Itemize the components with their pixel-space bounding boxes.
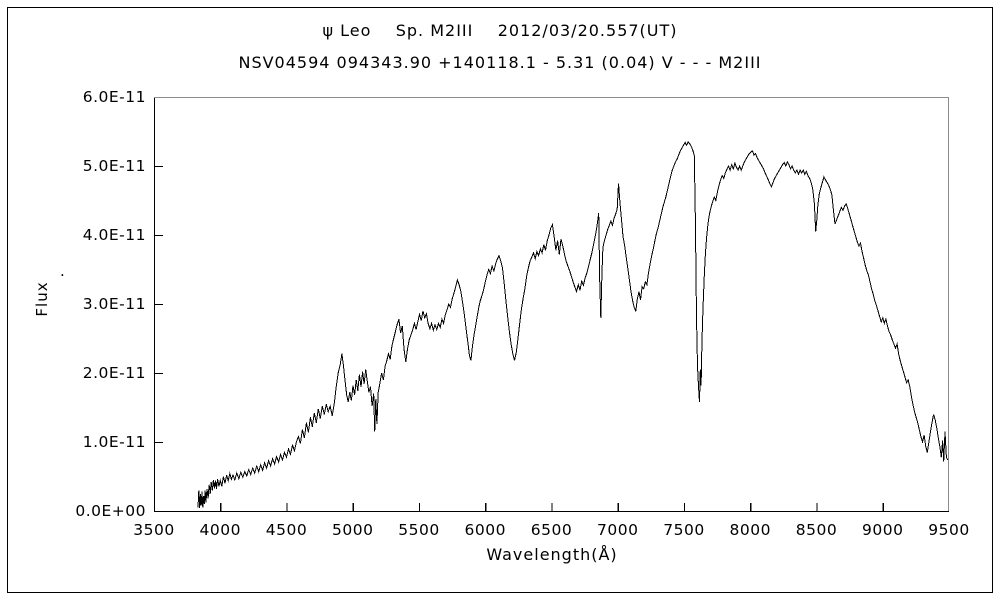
chart-subtitle: NSV04594 094343.90 +140118.1 - 5.31 (0.0… bbox=[238, 53, 762, 72]
y-tick-label: 6.0E-11 bbox=[83, 88, 146, 106]
x-tick-label: 4500 bbox=[266, 521, 307, 539]
y-tick-label: 3.0E-11 bbox=[83, 295, 146, 313]
x-tick-label: 5000 bbox=[332, 521, 373, 539]
stray-dot-mark: . bbox=[60, 262, 65, 280]
chart-title: ψ Leo Sp. M2III 2012/03/20.557(UT) bbox=[322, 21, 678, 40]
x-tick-label: 6500 bbox=[531, 521, 572, 539]
x-tick-label: 5500 bbox=[398, 521, 439, 539]
x-tick-label: 9500 bbox=[928, 521, 969, 539]
y-tick-label: 1.0E-11 bbox=[83, 433, 146, 451]
x-tick-label: 7000 bbox=[597, 521, 638, 539]
x-tick-label: 7500 bbox=[663, 521, 704, 539]
x-tick-label: 9000 bbox=[862, 521, 903, 539]
y-tick-label: 0.0E+00 bbox=[75, 502, 146, 520]
spectrum-line bbox=[197, 140, 949, 509]
x-tick-label: 6000 bbox=[465, 521, 506, 539]
x-tick-label: 8500 bbox=[796, 521, 837, 539]
x-tick-label: 3500 bbox=[133, 521, 174, 539]
x-tick-label: 4000 bbox=[200, 521, 241, 539]
x-tick-label: 8000 bbox=[730, 521, 771, 539]
y-tick-label: 2.0E-11 bbox=[83, 364, 146, 382]
x-axis-label: Wavelength(Å) bbox=[486, 545, 618, 564]
y-tick-label: 4.0E-11 bbox=[83, 226, 146, 244]
y-tick-label: 5.0E-11 bbox=[83, 157, 146, 175]
